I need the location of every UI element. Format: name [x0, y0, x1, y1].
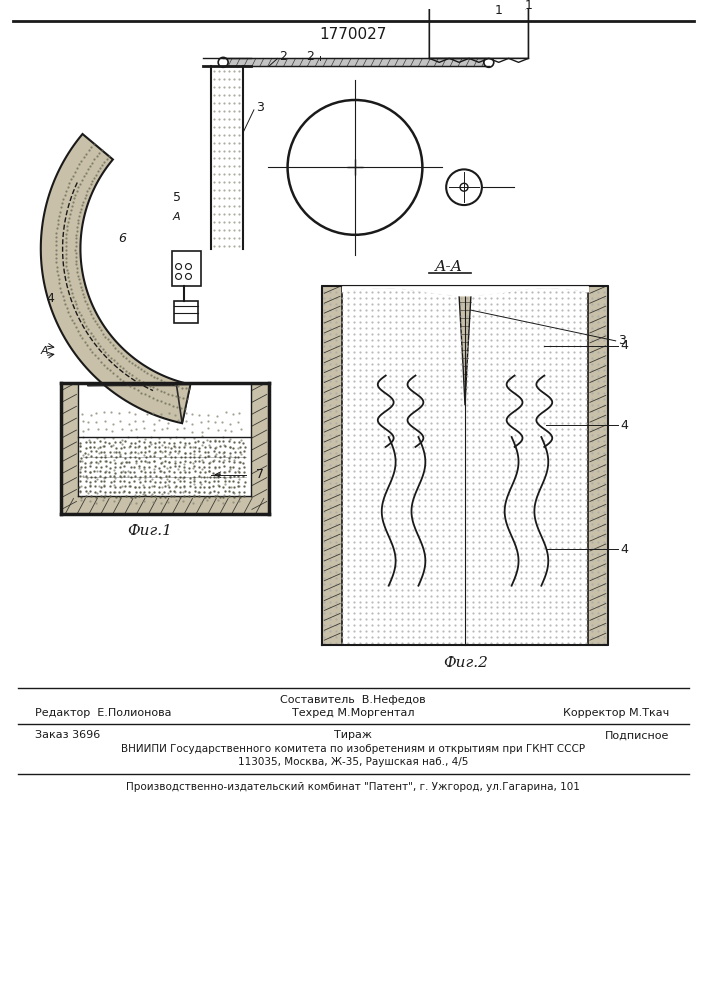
Bar — [251, 383, 269, 514]
Circle shape — [218, 57, 228, 67]
Text: Производственно-издательский комбинат "Патент", г. Ужгород, ул.Гагарина, 101: Производственно-издательский комбинат "П… — [126, 782, 580, 792]
Bar — [174, 301, 199, 323]
Text: Фиг.1: Фиг.1 — [127, 524, 173, 538]
Text: 1770027: 1770027 — [320, 27, 387, 42]
Text: 7: 7 — [256, 468, 264, 481]
Circle shape — [175, 264, 182, 269]
Circle shape — [185, 264, 192, 269]
Bar — [61, 496, 269, 514]
Circle shape — [175, 273, 182, 279]
Bar — [322, 286, 342, 645]
Text: Редактор  Е.Полионова: Редактор Е.Полионова — [35, 708, 171, 718]
Text: 1: 1 — [525, 0, 532, 12]
Text: 6: 6 — [118, 232, 126, 245]
Circle shape — [185, 273, 192, 279]
Text: 2: 2 — [306, 50, 315, 63]
Polygon shape — [459, 295, 471, 405]
Text: 3: 3 — [256, 101, 264, 114]
Text: Фиг.2: Фиг.2 — [443, 656, 489, 670]
Bar — [588, 286, 608, 645]
Text: Тираж: Тираж — [334, 730, 372, 740]
Text: 4: 4 — [47, 292, 54, 305]
Text: Корректор М.Ткач: Корректор М.Ткач — [563, 708, 670, 718]
Circle shape — [288, 100, 422, 235]
Polygon shape — [41, 134, 190, 423]
Text: ВНИИПИ Государственного комитета по изобретениям и открытиям при ГКНТ СССР: ВНИИПИ Государственного комитета по изоб… — [121, 744, 585, 754]
Polygon shape — [429, 0, 559, 58]
Text: 4: 4 — [621, 543, 629, 556]
Text: 2: 2 — [279, 50, 286, 63]
Text: 4: 4 — [621, 419, 629, 432]
Bar — [322, 286, 608, 645]
Circle shape — [484, 57, 493, 67]
Text: 3: 3 — [618, 334, 626, 347]
Polygon shape — [88, 384, 190, 423]
Text: Заказ 3696: Заказ 3696 — [35, 730, 100, 740]
Text: А: А — [173, 212, 180, 222]
Circle shape — [446, 169, 482, 205]
Text: Подписное: Подписное — [604, 730, 670, 740]
Text: А-А: А-А — [435, 260, 463, 274]
Text: А: А — [41, 346, 49, 356]
Text: 113035, Москва, Ж-35, Раушская наб., 4/5: 113035, Москва, Ж-35, Раушская наб., 4/5 — [238, 757, 468, 767]
Bar — [61, 383, 78, 514]
Bar — [172, 251, 201, 286]
Text: Техред М.Моргентал: Техред М.Моргентал — [292, 708, 414, 718]
Circle shape — [460, 183, 468, 191]
Text: 5: 5 — [173, 191, 180, 204]
Text: Составитель  В.Нефедов: Составитель В.Нефедов — [280, 695, 426, 705]
Text: 1: 1 — [495, 4, 503, 17]
Text: 4: 4 — [621, 339, 629, 352]
